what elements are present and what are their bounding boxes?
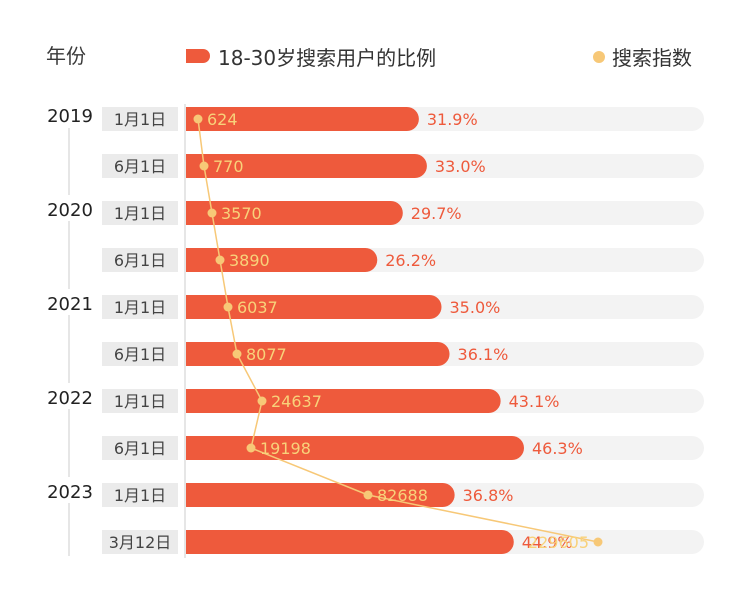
year-label-bg	[44, 101, 96, 127]
year-label: 2020	[47, 200, 93, 221]
percentage-label: 46.3%	[532, 439, 583, 458]
search-index-point	[593, 537, 603, 547]
percentage-label: 43.1%	[509, 392, 560, 411]
search-index-point	[215, 255, 225, 265]
date-label-bg	[102, 342, 178, 366]
percentage-label: 31.9%	[427, 110, 478, 129]
year-label: 2021	[47, 294, 93, 315]
date-label-bg	[102, 483, 178, 507]
search-index-point	[363, 490, 373, 500]
percentage-label: 36.8%	[463, 486, 514, 505]
search-index-point	[223, 302, 233, 312]
date-label: 1月1日	[114, 204, 166, 223]
year-label-bg	[44, 477, 96, 503]
percentage-bar	[186, 436, 524, 460]
search-index-label: 770	[213, 157, 244, 176]
search-index-point	[193, 114, 203, 124]
percentage-label: 26.2%	[385, 251, 436, 270]
date-label: 6月1日	[114, 439, 166, 458]
percentage-label: 29.7%	[411, 204, 462, 223]
date-label-bg	[102, 436, 178, 460]
search-index-point	[257, 396, 267, 406]
legend-bar-swatch	[186, 49, 210, 63]
percentage-label: 44.9%	[522, 533, 573, 552]
legend-dot-swatch	[593, 51, 605, 63]
date-label: 3月12日	[109, 533, 172, 552]
percentage-bar	[186, 107, 419, 131]
year-label: 2019	[47, 106, 93, 127]
date-label-bg	[102, 154, 178, 178]
percentage-bar	[186, 389, 501, 413]
search-index-label: 6037	[237, 298, 278, 317]
percentage-label: 36.1%	[458, 345, 509, 364]
year-label: 2023	[47, 482, 93, 503]
date-label-bg	[102, 107, 178, 131]
search-index-label: 24637	[271, 392, 322, 411]
search-index-line	[197, 118, 599, 543]
percentage-label: 35.0%	[450, 298, 501, 317]
search-index-label: 82688	[377, 486, 428, 505]
percentage-bar	[186, 201, 403, 225]
percentage-bar	[186, 483, 455, 507]
date-label-bg	[102, 201, 178, 225]
date-label-bg	[102, 389, 178, 413]
date-label: 1月1日	[114, 486, 166, 505]
percentage-label: 33.0%	[435, 157, 486, 176]
date-label: 6月1日	[114, 251, 166, 270]
legend-dot-label: 搜索指数	[612, 46, 692, 70]
search-index-label: 8077	[246, 345, 287, 364]
percentage-bar	[186, 530, 514, 554]
search-index-label: 229605	[528, 533, 589, 552]
date-label-bg	[102, 295, 178, 319]
year-label-bg	[44, 289, 96, 315]
percentage-bar	[186, 154, 427, 178]
year-label-bg	[44, 195, 96, 221]
date-label: 1月1日	[114, 392, 166, 411]
search-index-label: 3570	[221, 204, 262, 223]
year-label: 2022	[47, 388, 93, 409]
percentage-bar	[186, 295, 442, 319]
percentage-bar	[186, 342, 450, 366]
date-label: 6月1日	[114, 157, 166, 176]
search-index-point	[246, 443, 256, 453]
year-column-header: 年份	[46, 44, 86, 68]
year-label-bg	[44, 383, 96, 409]
search-index-label: 19198	[260, 439, 311, 458]
date-label-bg	[102, 248, 178, 272]
search-index-point	[207, 208, 217, 218]
date-label: 1月1日	[114, 298, 166, 317]
search-index-label: 3890	[229, 251, 270, 270]
date-label: 6月1日	[114, 345, 166, 364]
date-label: 1月1日	[114, 110, 166, 129]
search-index-point	[199, 161, 209, 171]
percentage-bar	[186, 248, 378, 272]
legend-bar-label: 18-30岁搜索用户的比例	[218, 46, 437, 70]
search-index-point	[232, 349, 242, 359]
date-label-bg	[102, 530, 178, 554]
search-index-label: 624	[207, 110, 238, 129]
